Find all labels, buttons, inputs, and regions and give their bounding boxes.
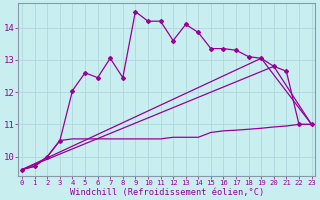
X-axis label: Windchill (Refroidissement éolien,°C): Windchill (Refroidissement éolien,°C) xyxy=(70,188,264,197)
